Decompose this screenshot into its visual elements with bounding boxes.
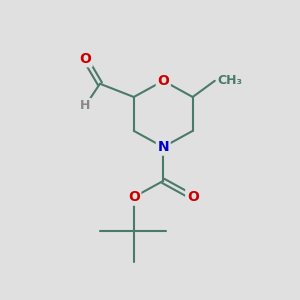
Text: H: H [80,99,90,112]
Text: O: O [187,190,199,204]
Text: N: N [158,140,169,154]
Text: O: O [79,52,91,66]
Text: O: O [128,190,140,204]
Text: O: O [157,74,169,88]
Text: CH₃: CH₃ [218,74,243,87]
